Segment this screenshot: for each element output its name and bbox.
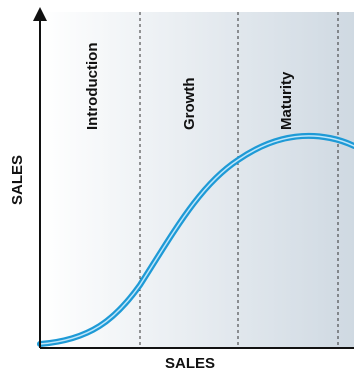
stage-label-growth: Growth [181, 78, 198, 131]
stage-label-maturity: Maturity [278, 71, 295, 130]
plot-background [40, 12, 354, 348]
x-axis-label: SALES [165, 355, 215, 372]
y-axis-label: SALES [9, 155, 26, 205]
sales-curve-inner [39, 135, 354, 345]
stage-label-introduction: Introduction [84, 43, 101, 130]
